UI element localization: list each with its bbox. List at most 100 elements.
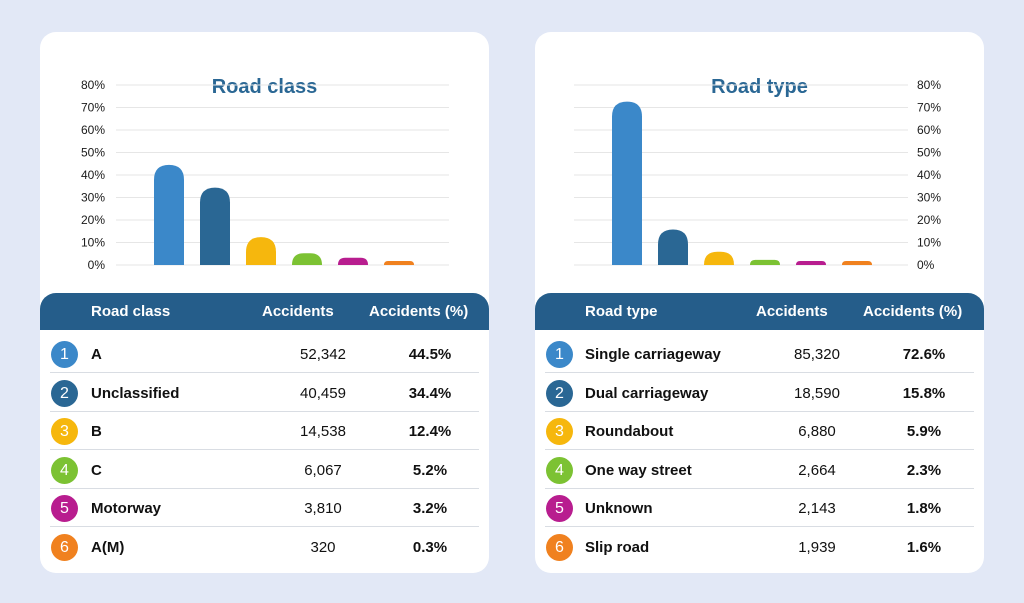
row-divider: [545, 526, 974, 527]
rank-badge: 5: [546, 495, 573, 522]
row-accidents: 40,459: [300, 384, 346, 402]
bar-6: [384, 261, 414, 265]
row-name: Unclassified: [91, 384, 180, 402]
bar-1: [612, 101, 642, 266]
row-percent: 15.8%: [902, 384, 946, 402]
row-accidents: 85,320: [794, 346, 840, 363]
row-accidents: 6,880: [798, 423, 836, 440]
y-tick-label: 10%: [917, 236, 941, 250]
header-accidents: Accidents: [262, 303, 334, 320]
bar-5: [338, 257, 368, 265]
row-accidents: 52,342: [300, 346, 346, 363]
header-name: Road class: [91, 303, 171, 320]
header-accidents: Accidents: [756, 303, 828, 320]
row-divider: [545, 410, 974, 412]
row-divider: [50, 372, 479, 373]
y-tick-label: 70%: [917, 101, 941, 115]
rank-badge: 4: [51, 456, 78, 484]
bar-2: [200, 187, 230, 265]
rank-badge: 6: [51, 533, 78, 561]
row-name: One way street: [585, 461, 692, 479]
road-type-table: Road type Accidents Accidents (%) 1 Singl…: [535, 293, 984, 573]
row-percent: 1.8%: [906, 500, 942, 517]
row-accidents: 18,590: [794, 384, 840, 402]
y-tick-label: 60%: [917, 123, 941, 137]
row-percent: 5.2%: [412, 461, 448, 479]
table-row: 2 Dual carriageway 18,590 15.8%: [535, 374, 984, 412]
table-row: 6 A(M) 320 0.3%: [40, 528, 489, 566]
y-tick-label: 40%: [81, 168, 105, 182]
table-row: 3 B 14,538 12.4%: [40, 412, 489, 450]
y-tick-label: 40%: [917, 168, 941, 182]
table-row: 3 Roundabout 6,880 5.9%: [535, 412, 984, 450]
rank-badge: 4: [546, 456, 573, 484]
header-name: Road type: [585, 303, 658, 320]
table-row: 1 A 52,342 44.5%: [40, 335, 489, 373]
rank-badge: 3: [51, 418, 78, 445]
row-percent: 5.9%: [906, 423, 942, 440]
header-percent: Accidents (%): [863, 303, 963, 320]
rank-badge: 2: [51, 379, 78, 407]
y-tick-label: 20%: [81, 213, 105, 227]
bar-5: [796, 260, 826, 265]
rank-badge: 1: [546, 341, 573, 368]
row-accidents: 6,067: [304, 461, 342, 479]
bar-4: [750, 259, 780, 265]
road-class-table: Road class Accidents Accidents (%) 1 A 52,…: [40, 293, 489, 573]
y-tick-label: 60%: [81, 123, 105, 137]
y-tick-label: 70%: [81, 101, 105, 115]
row-accidents: 3,810: [304, 500, 342, 517]
table-row: 6 Slip road 1,939 1.6%: [535, 528, 984, 566]
row-percent: 34.4%: [408, 384, 452, 402]
row-divider: [50, 410, 479, 412]
y-tick-label: 0%: [917, 258, 935, 272]
rank-badge: 5: [51, 495, 78, 522]
row-name: Slip road: [585, 538, 650, 556]
y-tick-label: 20%: [917, 213, 941, 227]
row-divider: [50, 487, 479, 489]
y-tick-label: 10%: [81, 236, 105, 250]
row-percent: 1.6%: [906, 538, 942, 556]
y-tick-label: 30%: [81, 191, 105, 205]
row-name: Single carriageway: [585, 346, 721, 363]
y-tick-label: 0%: [88, 258, 106, 272]
y-tick-label: 80%: [917, 78, 941, 92]
bar-4: [292, 253, 322, 265]
row-divider: [545, 449, 974, 450]
table-row: 4 C 6,067 5.2%: [40, 451, 489, 489]
row-accidents: 2,664: [798, 461, 836, 479]
row-percent: 12.4%: [408, 423, 452, 440]
table-row: 2 Unclassified 40,459 34.4%: [40, 374, 489, 412]
bar-2: [658, 229, 688, 265]
table-row: 1 Single carriageway 85,320 72.6%: [535, 335, 984, 373]
row-accidents: 320: [310, 538, 336, 556]
y-tick-label: 50%: [917, 146, 941, 160]
row-name: A(M): [91, 538, 125, 556]
row-percent: 44.5%: [408, 346, 452, 363]
row-name: A: [91, 346, 102, 363]
road-type-chart: 80% 70% 60% 50% 40% 30% 20% 10% 0%: [574, 78, 941, 272]
row-accidents: 14,538: [300, 423, 346, 440]
table-row: 4 One way street 2,664 2.3%: [535, 451, 984, 489]
chart-title: Road class: [211, 76, 318, 98]
row-name: C: [91, 461, 102, 479]
bar-1: [154, 164, 184, 265]
table-row: 5 Motorway 3,810 3.2%: [40, 489, 489, 527]
row-divider: [50, 526, 479, 527]
table-header: Road type Accidents Accidents (%): [535, 293, 984, 330]
chart-title: Road type: [711, 76, 808, 98]
table-header: Road class Accidents Accidents (%): [40, 293, 489, 330]
row-percent: 3.2%: [412, 500, 448, 517]
row-divider: [545, 487, 974, 489]
road-type-card: Road type 80% 70% 60% 50% 40% 30% 20% 10% 0% Roa…: [535, 32, 984, 573]
row-name: Motorway: [91, 500, 162, 517]
row-percent: 0.3%: [412, 538, 448, 556]
row-name: Dual carriageway: [585, 384, 709, 402]
header-percent: Accidents (%): [369, 303, 469, 320]
y-tick-label: 50%: [81, 146, 105, 160]
bar-3: [246, 237, 276, 265]
road-class-card: Road class 80% 70% 60% 50% 40% 30% 20% 10% 0% Ro…: [40, 32, 489, 573]
y-tick-label: 30%: [917, 191, 941, 205]
row-divider: [50, 449, 479, 450]
bar-6: [842, 261, 872, 265]
